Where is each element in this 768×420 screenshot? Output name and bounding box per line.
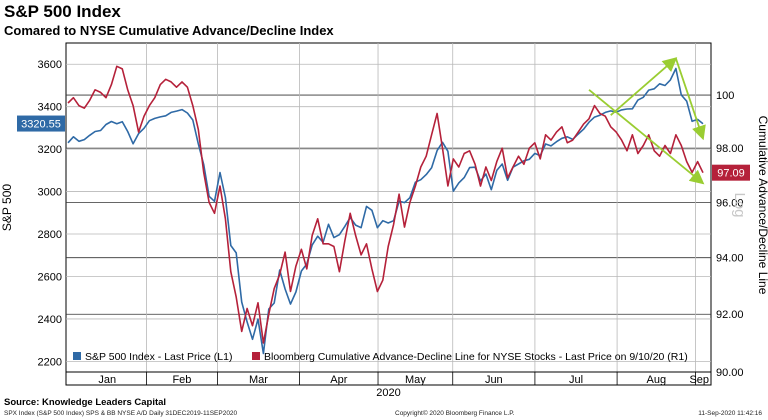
y2-scale-note: Log (731, 192, 748, 217)
y2-axis-title: Cumulative Advance/Decline Line (756, 116, 768, 295)
x-year-label: 2020 (376, 387, 400, 399)
x-tick-label: Apr (330, 374, 347, 386)
source-note: Source: Knowledge Leaders Capital (4, 397, 167, 408)
y2-tick-label: 90.00 (716, 367, 744, 379)
legend-label-spx: S&P 500 Index - Last Price (L1) (85, 351, 232, 363)
y-tick-label: 3200 (38, 144, 62, 156)
x-tick-label: Aug (647, 374, 667, 386)
y2-tick-label: 94.00 (716, 253, 744, 265)
y-tick-label: 3400 (38, 102, 62, 114)
legend-swatch-spx (73, 352, 81, 360)
footer-right: 11-Sep-2020 11:42:16 (698, 410, 762, 417)
y2-tick-label: 92.00 (716, 309, 744, 321)
spx-last-value: 3320.55 (21, 119, 61, 131)
y2-tick-label: 96.00 (716, 197, 744, 209)
footer-center: Copyright© 2020 Bloomberg Finance L.P. (395, 410, 515, 417)
spx-line (67, 67, 704, 355)
y-tick-label: 3000 (38, 187, 62, 199)
ad-line (67, 65, 704, 344)
chart-subtitle: Comared to NYSE Cumulative Advance/Decli… (4, 23, 334, 38)
y-axis-title: S&P 500 (0, 184, 14, 231)
x-tick-label: Jan (98, 374, 116, 386)
y-tick-label: 2400 (38, 314, 62, 326)
x-tick-label: Jul (569, 374, 583, 386)
legend-label-ad: Bloomberg Cumulative Advance-Decline Lin… (264, 351, 688, 363)
y2-tick-label: 100 (716, 90, 734, 102)
y-tick-label: 3600 (38, 59, 62, 71)
ad-last-tag (712, 164, 750, 181)
y-tick-label: 2600 (38, 271, 62, 283)
legend-swatch-ad (252, 352, 260, 360)
spx-last-tag (17, 115, 65, 132)
y-tick-label: 2200 (38, 356, 62, 368)
trend-arrow (675, 57, 706, 141)
x-tick-label: Jun (485, 374, 503, 386)
y2-tick-label: 98.00 (716, 143, 744, 155)
y-tick-label: 2800 (38, 229, 62, 241)
x-tick-label: Sep (689, 374, 709, 386)
ad-last-value: 97.09 (717, 168, 745, 180)
chart-title: S&P 500 Index (4, 2, 121, 21)
x-tick-label: Mar (249, 374, 268, 386)
x-tick-label: Feb (172, 374, 191, 386)
plot-frame (65, 42, 712, 386)
trend-arrow (588, 89, 705, 185)
x-tick-label: May (405, 374, 426, 386)
trend-arrow (610, 57, 678, 116)
footer-left: SPX Index (S&P 500 Index) SPS & BB NYSE … (4, 410, 238, 417)
